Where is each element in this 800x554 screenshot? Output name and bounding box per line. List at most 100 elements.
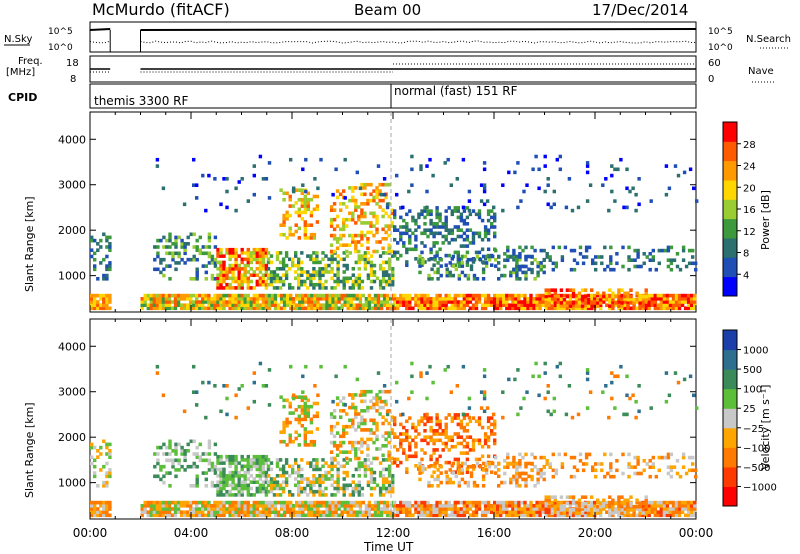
heatmap-cell — [436, 474, 440, 479]
heatmap-cell — [650, 303, 654, 307]
heatmap-cell — [625, 393, 629, 398]
heatmap-cell — [633, 465, 637, 469]
heatmap-cell — [414, 454, 418, 459]
heatmap-cell — [342, 493, 346, 497]
heatmap-cell — [515, 270, 519, 275]
heatmap-cell — [201, 471, 205, 475]
heatmap-cell — [625, 205, 629, 210]
heatmap-cell — [617, 513, 621, 518]
heatmap-cell — [539, 455, 543, 460]
heatmap-cell — [382, 192, 387, 197]
heatmap-cell — [195, 403, 199, 407]
heatmap-cell — [369, 279, 374, 284]
heatmap-cell — [369, 418, 373, 423]
heatmap-cell — [228, 247, 232, 252]
heatmap-cell — [384, 389, 388, 394]
heatmap-cell — [216, 486, 220, 491]
heatmap-cell — [423, 500, 427, 505]
colorbar-swatch — [723, 180, 737, 200]
heatmap-cell — [384, 480, 389, 484]
power-heatmap — [90, 154, 699, 311]
heatmap-cell — [309, 210, 314, 215]
heatmap-cell — [379, 500, 384, 505]
heatmap-cell — [465, 263, 470, 267]
heatmap-cell — [384, 237, 388, 241]
heatmap-cell — [249, 254, 253, 258]
heatmap-cell — [638, 306, 642, 311]
heatmap-cell — [694, 267, 698, 272]
heatmap-cell — [288, 232, 292, 237]
heatmap-cell — [546, 390, 550, 394]
heatmap-cell — [96, 248, 100, 252]
heatmap-cell — [557, 245, 561, 250]
x-tick-label: 12:00 — [376, 526, 411, 540]
heatmap-cell — [309, 232, 314, 237]
heatmap-cell — [156, 254, 160, 259]
heatmap-cell — [345, 243, 349, 247]
heatmap-cell — [195, 504, 199, 508]
heatmap-cell — [288, 433, 292, 438]
heatmap-cell — [480, 454, 485, 459]
heatmap-cell — [339, 440, 343, 445]
heatmap-cell — [222, 279, 226, 284]
heatmap-cell — [505, 500, 509, 505]
heatmap-cell — [405, 212, 409, 217]
heatmap-cell — [351, 418, 355, 423]
heatmap-cell — [363, 202, 367, 206]
heatmap-cell — [186, 442, 190, 447]
heatmap-cell — [414, 303, 418, 307]
heatmap-cell — [693, 293, 697, 298]
heatmap-cell — [456, 303, 460, 307]
heatmap-cell — [264, 247, 269, 252]
heatmap-cell — [628, 189, 632, 194]
heatmap-cell — [303, 436, 307, 441]
heatmap-cell — [688, 374, 693, 379]
heatmap-cell — [393, 504, 397, 508]
heatmap-cell — [240, 247, 244, 252]
heatmap-cell — [192, 500, 196, 505]
heatmap-cell — [450, 212, 454, 217]
heatmap-cell — [213, 468, 218, 472]
heatmap-cell — [255, 251, 259, 255]
heatmap-cell — [186, 257, 190, 262]
heatmap-cell — [493, 432, 497, 436]
heatmap-cell — [327, 464, 331, 469]
heatmap-cell — [387, 456, 391, 461]
heatmap-cell — [438, 419, 442, 424]
heatmap-cell — [339, 486, 343, 491]
heatmap-cell — [420, 448, 424, 452]
heatmap-cell — [484, 254, 489, 259]
heatmap-cell — [459, 244, 464, 248]
colorbar-swatch — [723, 218, 737, 239]
heatmap-cell — [156, 458, 160, 463]
heatmap-cell — [307, 510, 311, 514]
heatmap-cell — [429, 416, 433, 420]
heatmap-cell — [300, 467, 304, 472]
heatmap-cell — [168, 277, 172, 281]
heatmap-cell — [315, 461, 319, 465]
heatmap-cell — [288, 226, 292, 231]
heatmap-cell — [155, 500, 160, 505]
heatmap-cell — [474, 293, 479, 298]
heatmap-cell — [677, 300, 682, 304]
heatmap-cell — [555, 364, 559, 369]
heatmap-cell — [270, 500, 275, 505]
heatmap-cell — [312, 286, 316, 290]
heatmap-cell — [387, 260, 392, 265]
heatmap-cell — [360, 214, 364, 219]
heatmap-cell — [177, 254, 181, 259]
heatmap-cell — [553, 500, 557, 505]
heatmap-cell — [381, 486, 386, 491]
heatmap-cell — [315, 464, 319, 469]
heatmap-cell — [463, 273, 468, 278]
heatmap-cell — [559, 513, 563, 518]
heatmap-cell — [468, 435, 473, 439]
heatmap-cell — [363, 192, 367, 197]
heatmap-cell — [457, 273, 461, 278]
heatmap-cell — [691, 248, 695, 253]
heatmap-cell — [402, 438, 406, 443]
heatmap-cell — [578, 459, 583, 463]
heatmap-cell — [285, 398, 289, 403]
heatmap-cell — [405, 513, 409, 518]
heatmap-cell — [108, 452, 112, 456]
